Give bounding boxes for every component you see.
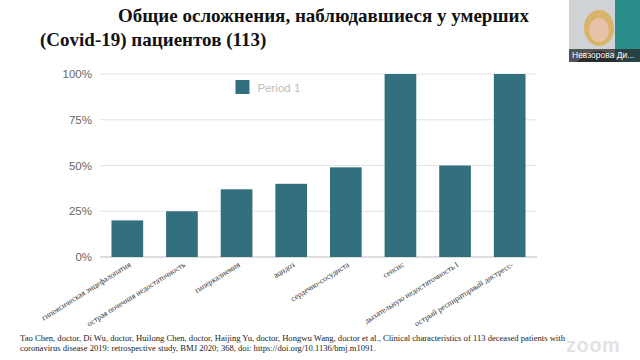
title-line: (Covid-19) пациентов (113): [40, 29, 266, 51]
slide: Общие осложнения, наблюдавшиеся у умерши…: [0, 0, 640, 360]
grid-line: [100, 211, 537, 212]
y-tick-label: 75%: [69, 114, 92, 126]
watermark: zoom: [566, 334, 620, 357]
title-line: Общие осложнения, наблюдавшиеся у умерши…: [118, 5, 529, 26]
bar: [166, 211, 198, 257]
grid-line: [100, 257, 537, 258]
chart: Общие осложнения, наблюдавшиеся у умерши…: [0, 0, 640, 360]
bars: [111, 74, 525, 257]
grid-line: [100, 119, 537, 120]
x-tick-label: гиперкалиемия: [193, 260, 242, 295]
bar: [330, 167, 362, 257]
bar: [439, 166, 471, 258]
y-tick-label: 0%: [75, 251, 92, 263]
video-bg: [569, 0, 640, 62]
face: [589, 18, 609, 42]
grid-line: [100, 165, 537, 166]
y-tick-label: 25%: [69, 205, 92, 217]
y-tick-label: 50%: [69, 160, 92, 172]
hair: [584, 10, 614, 46]
y-tick-label: 100%: [63, 68, 92, 80]
bar: [221, 189, 253, 257]
x-tick-label: гипоксическая энцефалопатия: [40, 260, 133, 322]
citation: Tao Chen, doctor, Di Wu, doctor, Huilong…: [20, 333, 565, 353]
speaker-name: Невзорова Ди...: [569, 49, 640, 62]
grid-line: [100, 74, 537, 75]
x-tick-label: острая почечная недостаточность: [85, 260, 187, 328]
bar: [111, 220, 143, 257]
speaker-video: Невзорова Ди...: [569, 0, 640, 62]
title: Общие осложнения, наблюдавшиеся у умерши…: [40, 5, 529, 51]
x-tick-label: сепсис: [381, 260, 406, 280]
x-tick-label: сердечно-сосудиста: [289, 260, 351, 303]
x-tick-label: острый респираторный дистресс-: [413, 260, 515, 329]
x-tick-label: дыхательную недостаточность I: [363, 260, 461, 326]
legend-swatch: [235, 80, 249, 94]
bar: [494, 74, 526, 257]
legend-label: Period 1: [257, 82, 300, 94]
bar: [275, 184, 307, 257]
bar: [385, 74, 417, 257]
x-tick-label: ацидоз: [272, 260, 297, 280]
